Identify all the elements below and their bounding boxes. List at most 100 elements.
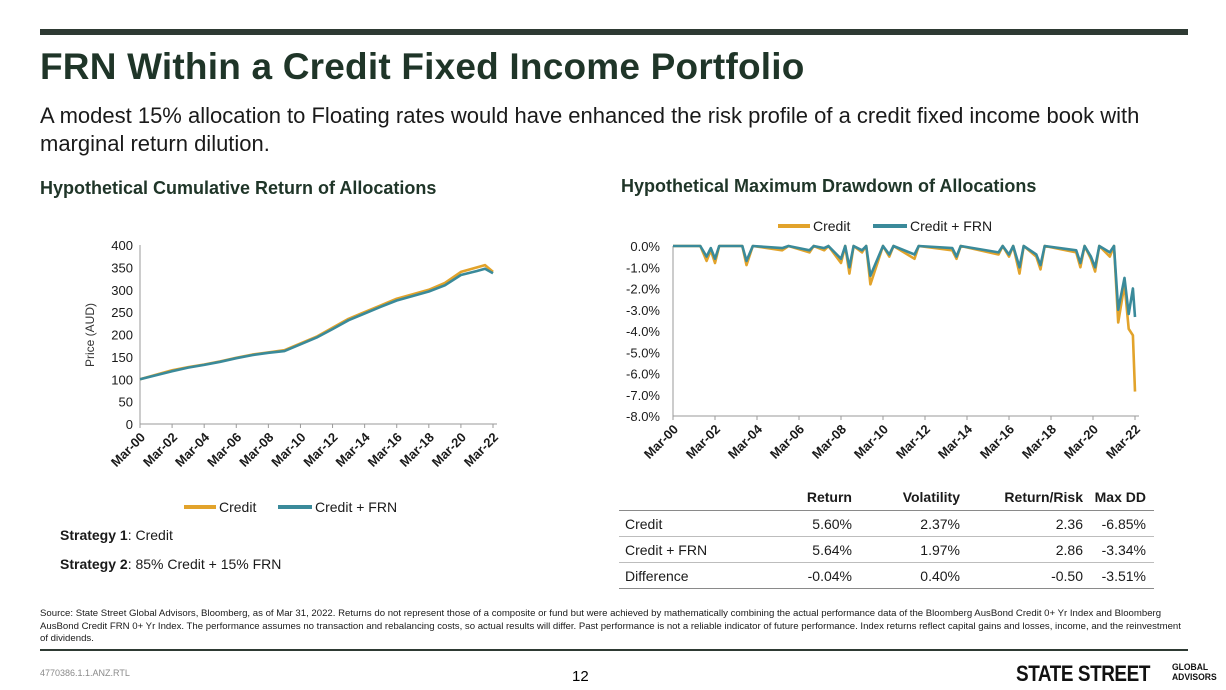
table-cell: -0.04% (777, 562, 860, 589)
table-cell: 2.86 (968, 536, 1091, 563)
drawdown-y-tick-label: -4.0% (626, 324, 660, 339)
table-cell: Difference (619, 562, 777, 589)
logo-sub-line-2: ADVISORS (1172, 672, 1217, 683)
table-cell: 2.36 (968, 510, 1091, 537)
drawdown-legend: Credit Credit + FRN (778, 218, 992, 234)
drawdown-x-tick-label: Mar-10 (851, 422, 891, 462)
table-header-cell (619, 484, 777, 511)
cumulative-y-tick-label: 50 (119, 395, 133, 410)
table-cell: 0.40% (860, 562, 968, 589)
drawdown-x-tick-label: Mar-18 (1019, 422, 1059, 462)
table-cell: -3.34% (1091, 536, 1154, 563)
drawdown-y-tick-label: -8.0% (626, 409, 660, 424)
document-id: 4770386.1.1.ANZ.RTL (40, 668, 130, 678)
cumulative-y-tick-label: 100 (111, 372, 133, 387)
table-header-cell: Return/Risk (968, 484, 1091, 511)
strategy-2: Strategy 2: 85% Credit + 15% FRN (60, 556, 281, 572)
page-title: FRN Within a Credit Fixed Income Portfol… (40, 46, 805, 87)
logo-subtext: GLOBAL ADVISORS (1172, 663, 1217, 683)
cumulative-x-tick-label: Mar-10 (268, 430, 308, 470)
drawdown-y-tick-label: -5.0% (626, 345, 660, 360)
drawdown-x-tick-label: Mar-00 (641, 422, 681, 462)
cumulative-y-tick-label: 200 (111, 328, 133, 343)
strategy-1-text: : Credit (127, 527, 173, 543)
cumulative-series-credit (139, 263, 494, 381)
table-cell: 5.60% (777, 510, 860, 537)
drawdown-y-tick-label: -1.0% (626, 260, 660, 275)
bottom-rule (40, 649, 1188, 651)
cumulative-x-tick-label: Mar-04 (172, 429, 213, 470)
drawdown-x-tick-label: Mar-06 (767, 422, 807, 462)
cumulative-legend-frn-label: Credit + FRN (315, 499, 397, 515)
cumulative-y-axis-label: Price (AUD) (83, 303, 97, 367)
logo-wordmark: STATE STREET (1016, 661, 1150, 686)
cumulative-series (139, 263, 494, 381)
table-cell: Credit (619, 510, 777, 537)
performance-table: Return Volatility Return/Risk Max DD Cre… (619, 484, 1154, 589)
drawdown-x-tick-label: Mar-08 (809, 422, 849, 462)
cumulative-y-tick-label: 150 (111, 350, 133, 365)
cumulative-x-tick-label: Mar-14 (333, 429, 374, 470)
table-cell: 2.37% (860, 510, 968, 537)
strategy-2-label: Strategy 2 (60, 556, 128, 572)
cumulative-x-tick-label: Mar-02 (140, 430, 180, 470)
cumulative-legend-credit-label: Credit (219, 499, 256, 515)
page-subtitle: A modest 15% allocation to Floating rate… (40, 103, 1140, 156)
drawdown-x-tick-label: Mar-16 (977, 422, 1017, 462)
strategy-2-text: : 85% Credit + 15% FRN (127, 556, 282, 572)
table-cell: -0.50 (968, 562, 1091, 589)
cumulative-x-tick-label: Mar-20 (429, 430, 469, 470)
table-header-cell: Return (777, 484, 860, 511)
table-row: Credit 5.60% 2.37% 2.36 -6.85% (619, 510, 1154, 537)
table-cell: 1.97% (860, 536, 968, 563)
source-note: Source: State Street Global Advisors, Bl… (40, 608, 1181, 644)
table-row: Difference -0.04% 0.40% -0.50 -3.51% (619, 562, 1154, 589)
cumulative-legend: Credit Credit + FRN (184, 499, 397, 515)
cumulative-x-tick-label: Mar-18 (397, 430, 437, 470)
cumulative-y-tick-label: 400 (111, 238, 133, 253)
table-header-cell: Max DD (1091, 484, 1154, 511)
drawdown-series-credit-frn (673, 244, 1137, 318)
cumulative-x-tick-label: Mar-08 (236, 430, 276, 470)
cumulative-y-tick-label: 350 (111, 260, 133, 275)
cumulative-x-tick-label: Mar-16 (365, 430, 405, 470)
drawdown-y-tick-label: -2.0% (626, 282, 660, 297)
drawdown-y-tick-label: -6.0% (626, 367, 660, 382)
table-row: Credit + FRN 5.64% 1.97% 2.86 -3.34% (619, 536, 1154, 563)
drawdown-y-tick-label: 0.0% (630, 239, 660, 254)
cumulative-y-tick-label: 300 (111, 283, 133, 298)
table-header-row: Return Volatility Return/Risk Max DD (619, 484, 1154, 511)
drawdown-x-tick-label: Mar-04 (725, 421, 766, 462)
drawdown-x-tick-label: Mar-02 (683, 422, 723, 462)
top-rule (40, 29, 1188, 35)
cumulative-axes: 050100150200250300350400Mar-00Mar-02Mar-… (108, 238, 501, 470)
cumulative-x-tick-label: Mar-22 (461, 430, 501, 470)
drawdown-series (673, 244, 1137, 392)
drawdown-y-tick-label: -3.0% (626, 303, 660, 318)
table-cell: Credit + FRN (619, 536, 777, 563)
drawdown-series-credit (673, 244, 1137, 392)
cumulative-y-tick-label: 250 (111, 305, 133, 320)
logo-sub-line-1: GLOBAL (1172, 662, 1209, 673)
drawdown-chart-title: Hypothetical Maximum Drawdown of Allocat… (621, 176, 1037, 196)
drawdown-legend-credit-label: Credit (813, 218, 850, 234)
drawdown-x-tick-label: Mar-12 (893, 422, 933, 462)
drawdown-legend-frn-label: Credit + FRN (910, 218, 992, 234)
drawdown-axes: 0.0% -1.0% -2.0% -3.0% -4.0% -5.0% -6.0% -7.0% -… (626, 239, 1143, 462)
drawdown-y-tick-label: -7.0% (626, 388, 660, 403)
cumulative-x-tick-label: Mar-12 (300, 430, 340, 470)
table-cell: 5.64% (777, 536, 860, 563)
drawdown-x-tick-label: Mar-22 (1103, 422, 1143, 462)
drawdown-x-tick-label: Mar-14 (935, 421, 976, 462)
cumulative-x-tick-label: Mar-00 (108, 430, 148, 470)
strategy-1: Strategy 1: Credit (60, 527, 173, 543)
cumulative-series-credit-frn (139, 267, 494, 381)
drawdown-x-tick-label: Mar-20 (1061, 422, 1101, 462)
table-header-cell: Volatility (860, 484, 968, 511)
page-number: 12 (572, 668, 589, 685)
strategy-1-label: Strategy 1 (60, 527, 128, 543)
state-street-logo: STATE STREET GLOBAL ADVISORS (1016, 661, 1217, 686)
cumulative-x-tick-label: Mar-06 (204, 430, 244, 470)
table-cell: -3.51% (1091, 562, 1154, 589)
table-cell: -6.85% (1091, 510, 1154, 537)
